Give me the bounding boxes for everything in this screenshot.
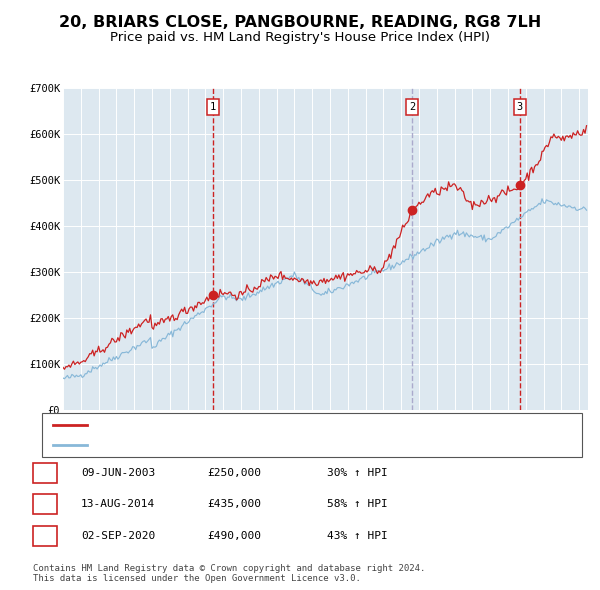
Text: 20, BRIARS CLOSE, PANGBOURNE, READING, RG8 7LH (semi-detached house): 20, BRIARS CLOSE, PANGBOURNE, READING, R…	[93, 421, 493, 430]
Text: Contains HM Land Registry data © Crown copyright and database right 2024.
This d: Contains HM Land Registry data © Crown c…	[33, 563, 425, 583]
Text: 13-AUG-2014: 13-AUG-2014	[81, 500, 155, 509]
Text: £250,000: £250,000	[207, 468, 261, 477]
Text: £490,000: £490,000	[207, 532, 261, 541]
Text: 1: 1	[41, 468, 49, 477]
Text: 2: 2	[41, 500, 49, 509]
Text: 30% ↑ HPI: 30% ↑ HPI	[327, 468, 388, 477]
Text: 58% ↑ HPI: 58% ↑ HPI	[327, 500, 388, 509]
Text: 20, BRIARS CLOSE, PANGBOURNE, READING, RG8 7LH: 20, BRIARS CLOSE, PANGBOURNE, READING, R…	[59, 15, 541, 30]
Text: 09-JUN-2003: 09-JUN-2003	[81, 468, 155, 477]
Text: Price paid vs. HM Land Registry's House Price Index (HPI): Price paid vs. HM Land Registry's House …	[110, 31, 490, 44]
Text: 3: 3	[517, 102, 523, 112]
Text: 2: 2	[409, 102, 415, 112]
Text: 02-SEP-2020: 02-SEP-2020	[81, 532, 155, 541]
Text: 3: 3	[41, 532, 49, 541]
Text: 43% ↑ HPI: 43% ↑ HPI	[327, 532, 388, 541]
Text: £435,000: £435,000	[207, 500, 261, 509]
Text: 1: 1	[210, 102, 217, 112]
Text: HPI: Average price, semi-detached house, West Berkshire: HPI: Average price, semi-detached house,…	[93, 440, 416, 450]
